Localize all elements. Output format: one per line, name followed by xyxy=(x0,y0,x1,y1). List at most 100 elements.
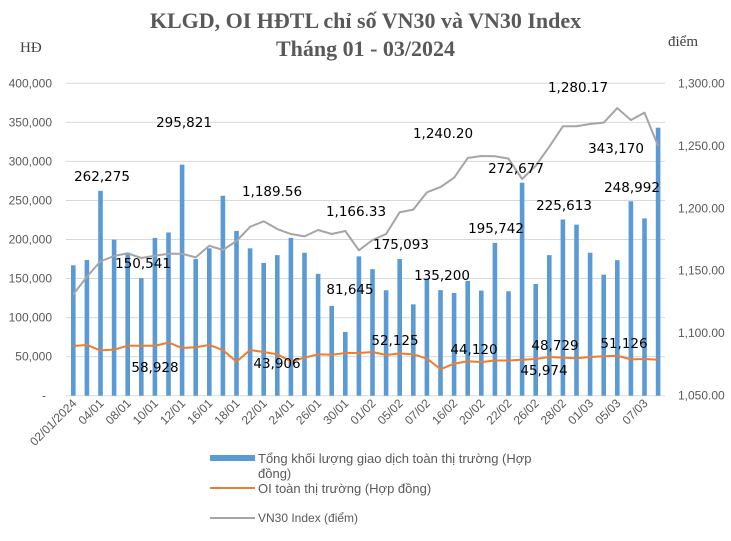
data-label: 44,120 xyxy=(450,342,497,358)
volume-bar xyxy=(111,239,117,396)
volume-bar xyxy=(411,304,416,396)
volume-bar xyxy=(628,201,634,396)
x-axis-tick-label: 24/01 xyxy=(266,396,297,427)
x-axis-tick-label: 04/01 xyxy=(75,396,106,427)
volume-bar xyxy=(492,242,498,396)
volume-bar xyxy=(234,230,239,396)
data-label: 1,189.56 xyxy=(242,184,302,200)
x-axis-tick-label: 01/02 xyxy=(347,396,378,427)
volume-bar xyxy=(288,237,294,396)
volume-bar xyxy=(166,232,171,396)
x-axis-tick-label: 26/01 xyxy=(293,396,324,427)
left-axis-tick-label: - xyxy=(42,389,46,403)
volume-bar xyxy=(152,237,158,396)
data-label: 272,677 xyxy=(488,161,544,177)
volume-bar xyxy=(343,331,348,396)
x-axis-tick-label: 07/02 xyxy=(402,396,433,427)
volume-bar xyxy=(615,260,620,396)
volume-bar xyxy=(533,284,538,396)
legend-label-volume: Tổng khối lượng giao dịch toàn thị trườn… xyxy=(258,451,532,481)
x-axis-tick-label: 16/01 xyxy=(184,396,215,427)
legend-label-vn30: VN30 Index (điểm) xyxy=(258,511,359,525)
volume-bar xyxy=(139,278,144,396)
data-label: 262,275 xyxy=(74,169,130,185)
volume-bar xyxy=(655,127,661,396)
volume-bar xyxy=(424,279,430,396)
data-label: 45,974 xyxy=(520,363,567,379)
data-label: 135,200 xyxy=(414,268,470,284)
x-axis-tick-label: 20/02 xyxy=(456,396,487,427)
volume-bar xyxy=(261,262,266,396)
right-axis-tick-label: 1,100.00 xyxy=(678,326,725,340)
volume-bar xyxy=(98,190,103,396)
x-axis-tick-label: 26/02 xyxy=(511,396,542,427)
right-axis-tick-label: 1,200.00 xyxy=(678,201,725,215)
left-axis-tick-label: 400,000 xyxy=(9,76,53,90)
x-axis-tick-label: 05/02 xyxy=(375,396,406,427)
legend-swatch-volume xyxy=(210,455,255,461)
data-label: 1,240.20 xyxy=(413,126,473,142)
x-axis-tick-label: 18/01 xyxy=(211,396,242,427)
data-label: 51,126 xyxy=(600,336,647,352)
legend-label-oi: OI toàn thị trường (Hợp đồng) xyxy=(258,481,432,496)
chart-title-line-1: KLGD, OI HĐTL chỉ số VN30 và VN30 Index xyxy=(149,8,582,33)
volume-bar xyxy=(547,255,552,396)
left-axis-tick-label: 200,000 xyxy=(9,233,53,247)
volume-bar xyxy=(84,260,90,396)
right-axis-unit: điểm xyxy=(668,34,698,50)
volume-bar xyxy=(438,290,443,396)
left-axis-tick-label: 50,000 xyxy=(15,350,52,364)
left-axis-unit: HĐ xyxy=(20,40,42,56)
legend-swatch-vn30 xyxy=(210,517,255,519)
volume-bar xyxy=(479,290,484,396)
volume-bar xyxy=(275,255,280,396)
volume-bar xyxy=(302,252,307,396)
data-label: 52,125 xyxy=(371,333,418,349)
x-axis-tick-label: 10/01 xyxy=(130,396,161,427)
volume-bar xyxy=(193,259,198,396)
x-axis-tick-label: 01/03 xyxy=(565,396,596,427)
x-axis-tick-label: 07/03 xyxy=(619,396,650,427)
volume-bar xyxy=(506,291,511,396)
right-axis-tick-label: 1,300.00 xyxy=(678,76,725,90)
volume-bar xyxy=(315,273,321,396)
volume-bar xyxy=(329,305,334,396)
volume-bar xyxy=(356,256,362,396)
volume-bar xyxy=(574,224,579,396)
volume-bar xyxy=(451,292,457,396)
data-label: 1,166.33 xyxy=(326,204,386,220)
right-axis-tick-label: 1,150.00 xyxy=(678,264,725,278)
volume-bar xyxy=(179,164,185,396)
left-axis-tick-label: 100,000 xyxy=(9,311,53,325)
x-axis-tick-label: 16/02 xyxy=(429,396,460,427)
x-axis-tick-label: 30/01 xyxy=(320,396,351,427)
data-label: 58,928 xyxy=(131,360,178,376)
volume-bar xyxy=(465,280,470,396)
volume-bar xyxy=(220,195,226,396)
volume-bar xyxy=(397,258,402,396)
volume-bar xyxy=(71,265,76,396)
x-axis-tick-label: 22/01 xyxy=(239,396,270,427)
x-axis-tick-label: 02/01/2024 xyxy=(27,396,80,449)
vn30-line xyxy=(72,107,660,295)
volume-bar xyxy=(642,218,647,396)
data-label: 1,280.17 xyxy=(548,80,608,96)
left-axis-tick-label: 350,000 xyxy=(9,115,53,129)
chart-title-line-2: Tháng 01 - 03/2024 xyxy=(275,36,456,61)
left-axis-tick-label: 250,000 xyxy=(9,193,53,207)
x-axis-tick-label: 05/03 xyxy=(592,396,623,427)
data-label: 43,906 xyxy=(253,356,300,372)
data-label: 150,541 xyxy=(115,256,171,272)
right-axis-tick-label: 1,050.00 xyxy=(678,389,725,403)
volume-bar xyxy=(519,182,525,396)
x-axis-tick-label: 22/02 xyxy=(483,396,514,427)
oi-line xyxy=(73,341,659,371)
right-axis-tick-label: 1,250.00 xyxy=(678,139,725,153)
left-axis-tick-label: 300,000 xyxy=(9,154,53,168)
volume-bar xyxy=(560,219,566,396)
data-label: 81,645 xyxy=(326,282,373,298)
data-label: 225,613 xyxy=(536,198,592,214)
volume-bar xyxy=(601,274,606,396)
data-label: 175,093 xyxy=(373,237,429,253)
